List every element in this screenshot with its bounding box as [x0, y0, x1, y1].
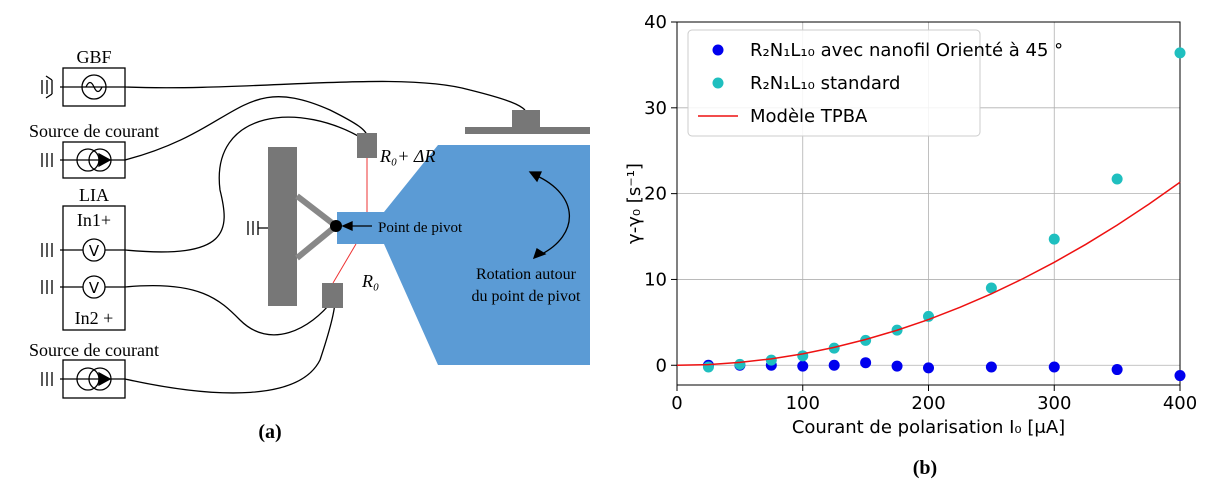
- x-tick-label: 300: [1037, 393, 1071, 414]
- y-tick-label: 20: [644, 184, 667, 205]
- point: [797, 360, 809, 372]
- label: Source de courant: [29, 340, 159, 360]
- y-tick-label: 0: [656, 355, 667, 376]
- ground: [41, 75, 268, 386]
- label: V: [89, 242, 100, 260]
- tip: [512, 110, 540, 128]
- diagram: [41, 67, 590, 399]
- point: [1174, 370, 1186, 382]
- pivot: [330, 220, 342, 232]
- caption: (a): [258, 421, 281, 443]
- label: du point de pivot: [472, 288, 581, 305]
- point: [860, 334, 872, 346]
- point: [1111, 364, 1123, 376]
- plot-frame: [676, 21, 1181, 386]
- rotation-arrow: [534, 174, 571, 256]
- y-tick-label: 40: [644, 12, 667, 33]
- point: [734, 358, 746, 370]
- label: R₀+ ΔR: [379, 146, 435, 166]
- label: In2 +: [75, 308, 114, 328]
- point: [765, 354, 777, 366]
- wire: [124, 299, 336, 394]
- wire: [124, 80, 526, 111]
- x-tick-label: 400: [1163, 393, 1197, 414]
- point: [797, 350, 809, 362]
- label: GBF: [76, 47, 111, 67]
- point: [1048, 361, 1060, 373]
- plate: [465, 127, 590, 134]
- point: [1048, 233, 1060, 245]
- model-line: [676, 181, 1181, 367]
- x-tick-label: 100: [786, 393, 820, 414]
- point: [702, 361, 714, 373]
- x-axis-label: Courant de polarisation I₀ [μA]: [792, 417, 1065, 438]
- point: [985, 282, 997, 294]
- legend-marker: [712, 44, 724, 56]
- legend-box: [687, 29, 981, 137]
- lia-box: [62, 205, 126, 331]
- point: [860, 357, 872, 369]
- cantilever: [337, 145, 590, 365]
- legend-label: Modèle TPBA: [750, 106, 868, 127]
- y-tick-label: 30: [644, 98, 667, 119]
- point: [828, 359, 840, 371]
- arrowhead: [528, 171, 547, 260]
- wire: [124, 116, 366, 253]
- legend-label: R₂N₁L₁₀ standard: [750, 73, 900, 94]
- pad: [357, 133, 377, 158]
- point: [1111, 173, 1123, 185]
- pad: [322, 283, 343, 308]
- label: Rotation autour: [476, 266, 577, 283]
- arrow: [98, 152, 112, 387]
- arrowhead: [341, 220, 353, 232]
- y-axis-label: γ-γ₀ [s⁻¹]: [624, 163, 645, 244]
- x-tick-label: 0: [671, 393, 682, 414]
- diagram-labels: GBF Source de courant LIA In1+ V V In2 +…: [29, 47, 937, 479]
- clamp: [268, 147, 297, 306]
- caption: (b): [913, 457, 937, 479]
- label: Source de courant: [29, 121, 159, 141]
- point: [923, 362, 934, 374]
- arm: [295, 193, 338, 261]
- wire: [124, 96, 368, 161]
- legend-marker: [712, 77, 724, 89]
- chart: 0 100 200 300 400 0 10 20 30 40 Courant de polaris…: [624, 12, 1197, 438]
- label: In1+: [77, 210, 111, 230]
- wire: [124, 284, 334, 336]
- label: LIA: [79, 185, 109, 205]
- x-tick-label: 200: [911, 393, 945, 414]
- y-tick-label: 10: [644, 269, 667, 290]
- label: Point de pivot: [378, 220, 463, 236]
- resistor-line: [332, 158, 368, 284]
- point: [1174, 47, 1186, 59]
- legend-label: R₂N₁L₁₀ avec nanofil Orienté à 45 °: [750, 40, 1063, 61]
- leads: [60, 86, 125, 380]
- point: [891, 360, 903, 372]
- label: R₀: [361, 271, 379, 291]
- label: V: [89, 279, 100, 297]
- point: [985, 361, 997, 373]
